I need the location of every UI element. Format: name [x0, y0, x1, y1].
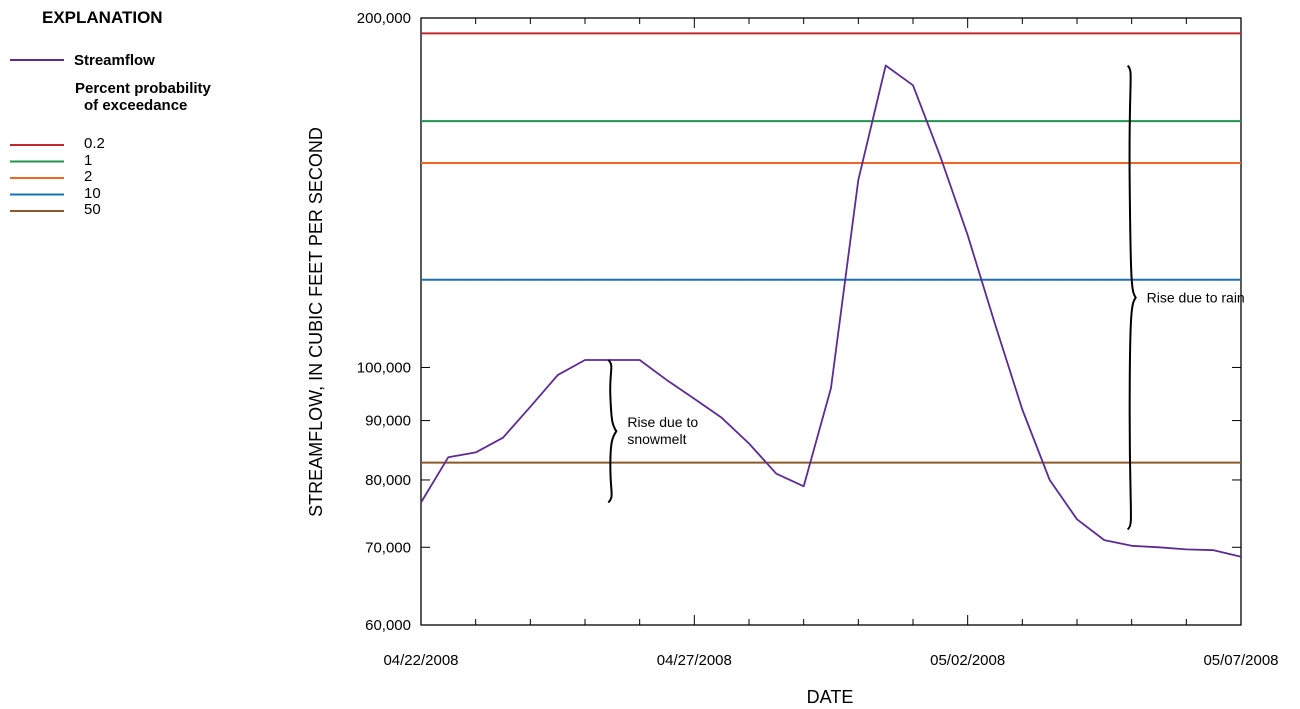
y-tick-label: 60,000 — [365, 617, 411, 634]
legend-label-10: 10 — [84, 184, 101, 202]
annotation-brace — [1126, 64, 1137, 531]
y-tick-label: 100,000 — [357, 359, 411, 376]
legend-label-0-2: 0.2 — [84, 135, 105, 152]
annotation-brace — [607, 359, 618, 504]
y-tick-label: 90,000 — [365, 413, 411, 430]
streamflow-line — [420, 64, 1242, 558]
legend-streamflow-label: Streamflow — [74, 52, 155, 69]
legend-label-1: 1 — [84, 151, 93, 169]
y-axis-title: STREAMFLOW, IN CUBIC FEET PER SECOND — [306, 127, 326, 517]
legend-heading: EXPLANATION — [42, 8, 163, 27]
y-tick-label: 70,000 — [365, 539, 411, 556]
legend-subtitle-line2: of exceedance — [84, 97, 188, 114]
annotation-text: snowmelt — [627, 431, 686, 447]
plot-frame — [420, 17, 1242, 626]
x-tick-label: 05/07/2008 — [1203, 652, 1278, 669]
legend-label-2: 2 — [84, 168, 93, 185]
legend-label-50: 50 — [84, 201, 101, 218]
y-tick-label: 80,000 — [365, 472, 411, 489]
x-tick-label: 05/02/2008 — [930, 652, 1005, 669]
x-tick-label: 04/27/2008 — [657, 652, 732, 669]
annotation-text: Rise due to rain — [1147, 290, 1245, 306]
x-tick-label: 04/22/2008 — [383, 652, 458, 669]
legend-subtitle: Percent probability of exceedance — [75, 80, 275, 114]
x-axis-title: DATE — [807, 687, 854, 707]
y-tick-label: 200,000 — [357, 10, 411, 27]
legend-subtitle-line1: Percent probability — [75, 80, 211, 97]
annotation-text: Rise due to — [627, 414, 698, 430]
